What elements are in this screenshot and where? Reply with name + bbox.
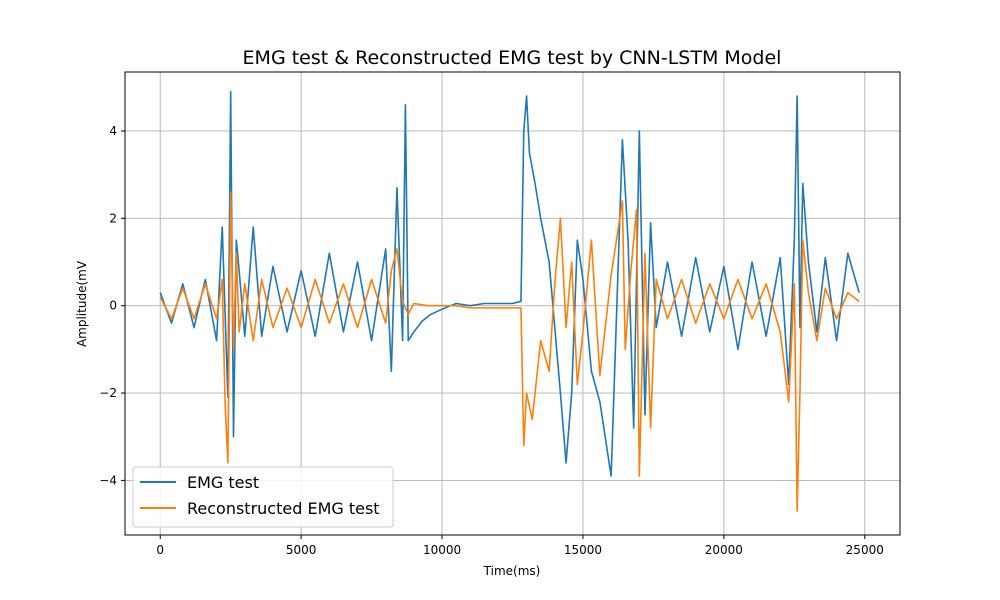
x-tick-label: 25000 <box>846 543 884 557</box>
grid <box>125 72 900 535</box>
legend-box <box>132 466 394 528</box>
x-axis-label: Time(ms) <box>483 564 541 578</box>
x-tick-label: 5000 <box>286 543 317 557</box>
x-tick-label: 15000 <box>564 543 602 557</box>
series-line-reconstructed-emg-test <box>159 191 860 512</box>
y-tick-label: 0 <box>109 299 117 313</box>
y-tick-label: −4 <box>99 473 117 487</box>
legend-label-reconstructed-emg-test: Reconstructed EMG test <box>187 499 380 518</box>
series-line-emg-test <box>159 90 860 477</box>
plot-series <box>159 90 860 512</box>
chart-title: EMG test & Reconstructed EMG test by CNN… <box>243 47 782 69</box>
y-tick-label: 2 <box>109 211 117 225</box>
legend-label-emg-test: EMG test <box>187 473 259 492</box>
legend: EMG test Reconstructed EMG test <box>132 466 394 528</box>
axis-ticks: 0 5000 10000 15000 20000 25000 −4 −2 0 2 4 <box>99 124 884 557</box>
x-tick-label: 10000 <box>423 543 461 557</box>
y-tick-label: 4 <box>109 124 117 138</box>
x-tick-label: 0 <box>156 543 164 557</box>
x-tick-label: 20000 <box>705 543 743 557</box>
y-axis-label: Amplitude(mV <box>75 260 89 347</box>
plot-frame <box>124 71 901 536</box>
y-tick-label: −2 <box>99 386 117 400</box>
